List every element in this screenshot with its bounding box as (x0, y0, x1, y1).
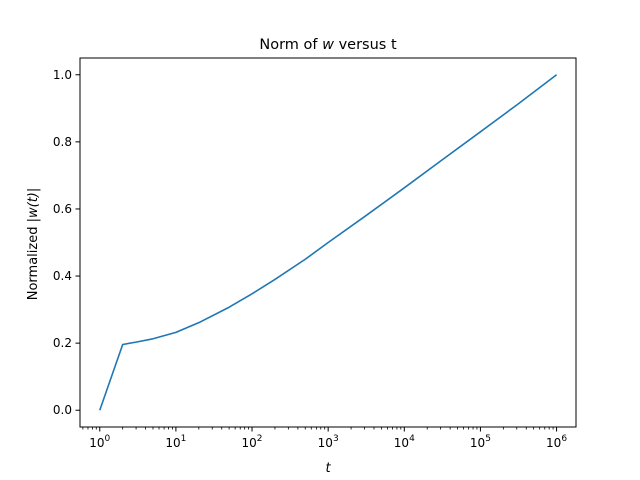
y-tick-label-0: 0.0 (53, 403, 72, 417)
x-tick-label-4: 104 (394, 434, 415, 450)
x-tick-label-6: 106 (546, 434, 567, 450)
y-tick-label-2: 0.4 (53, 269, 72, 283)
x-tick-label-exp-1: 1 (181, 434, 187, 444)
x-tick-label-base-2: 10 (242, 436, 257, 450)
y-tick-label-4: 0.8 (53, 135, 72, 149)
x-axis-label: t (325, 461, 331, 476)
x-tick-label-1: 101 (165, 434, 186, 450)
x-tick-label-exp-6: 6 (561, 434, 567, 444)
x-tick-label-5: 105 (470, 434, 491, 450)
x-tick-label-base-0: 10 (89, 436, 104, 450)
plot-layer (99, 74, 558, 411)
y-tick-label-5: 1.0 (53, 68, 72, 82)
chart-title: Norm of w versus t (259, 37, 397, 53)
x-tick-label-exp-5: 5 (485, 434, 491, 444)
y-tick-label-1: 0.2 (53, 336, 72, 350)
x-tick-label-2: 102 (242, 434, 263, 450)
x-tick-label-exp-0: 0 (105, 434, 111, 444)
y-tick-label-3: 0.6 (53, 202, 72, 216)
x-tick-label-0: 100 (89, 434, 110, 450)
x-tick-label-base-1: 10 (165, 436, 180, 450)
x-tick-label-base-6: 10 (546, 436, 561, 450)
x-tick-label-base-5: 10 (470, 436, 485, 450)
x-tick-label-base-4: 10 (394, 436, 409, 450)
x-tick-label-base-3: 10 (318, 436, 333, 450)
series-line-0 (99, 74, 558, 411)
plot-frame (79, 57, 577, 428)
x-tick-label-exp-4: 4 (409, 434, 415, 444)
x-tick-label-3: 103 (318, 434, 339, 450)
y-axis-label: Normalized |w(t)| (26, 188, 41, 301)
x-tick-label-exp-2: 2 (257, 434, 263, 444)
x-tick-label-exp-3: 3 (333, 434, 339, 444)
